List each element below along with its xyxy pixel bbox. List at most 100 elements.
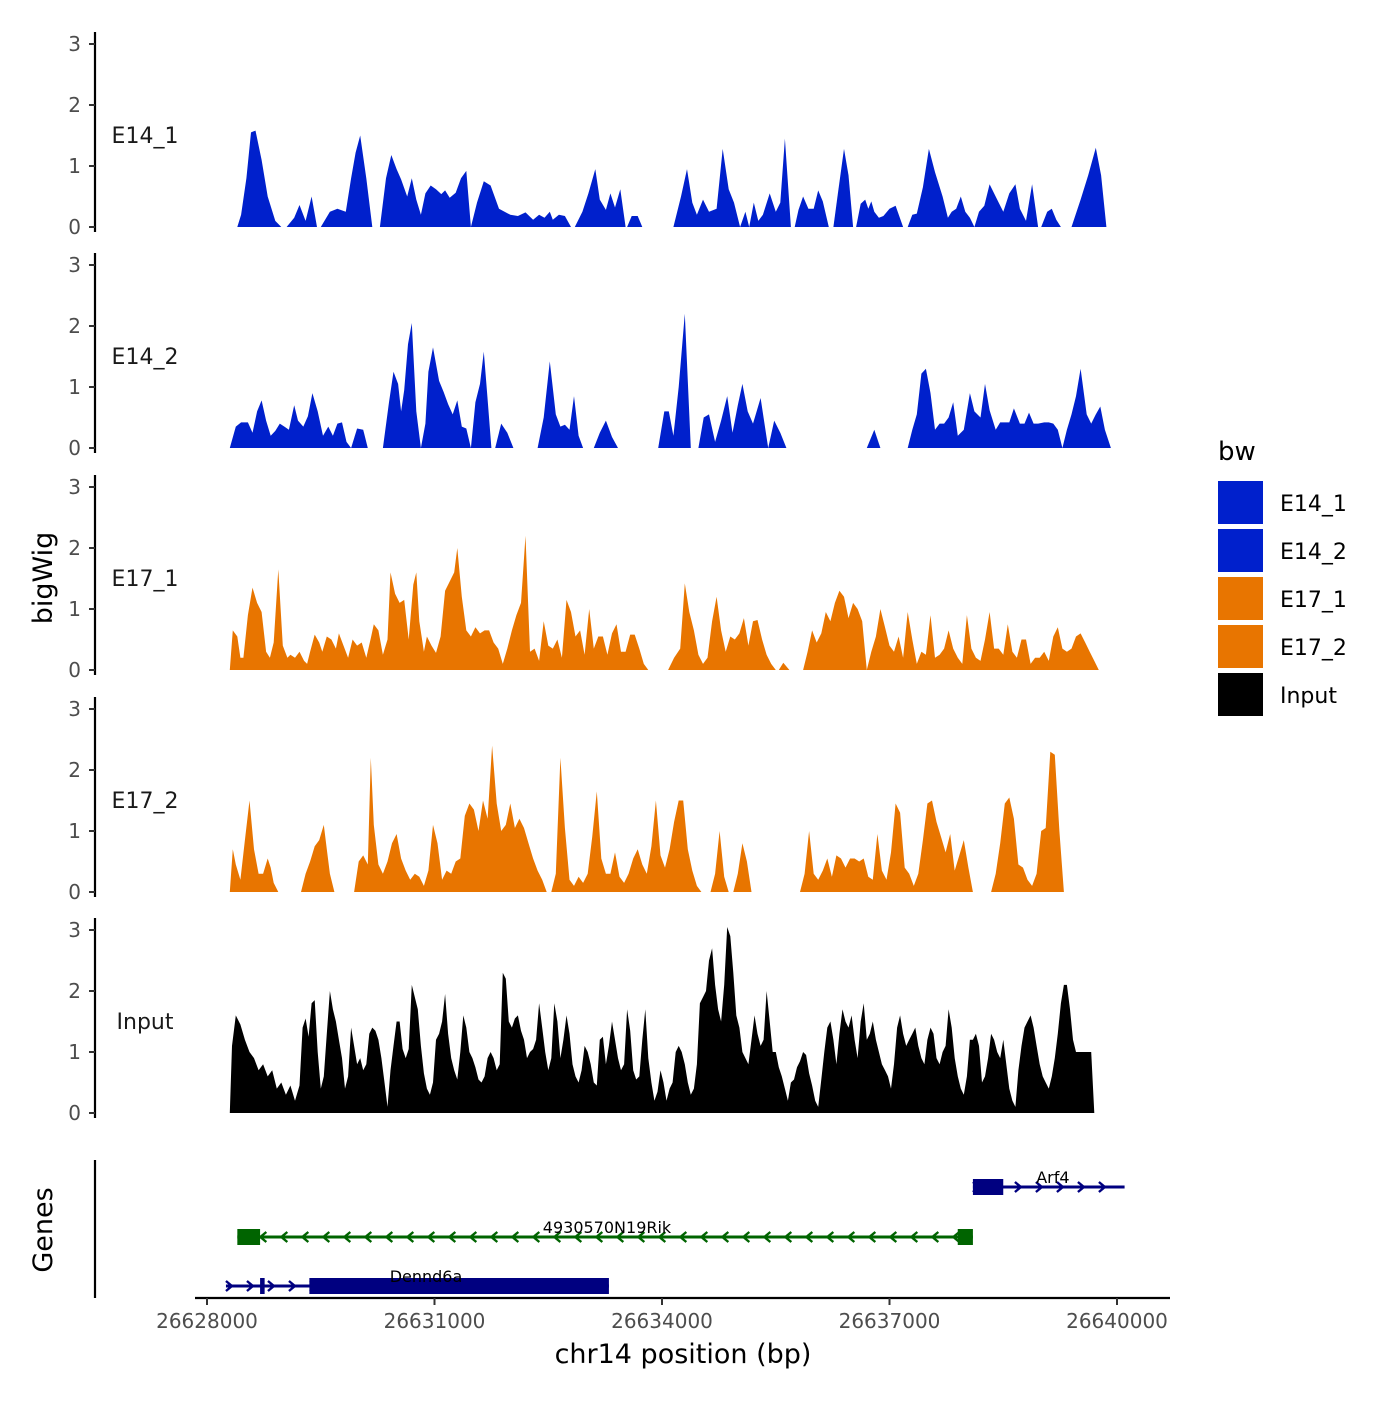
y-tick-label: 3 (68, 475, 81, 499)
coverage-area-E14_1-10 (833, 148, 854, 227)
coverage-area-E17_2-0 (229, 800, 292, 892)
coverage-area-E17_1-3 (803, 590, 1111, 670)
genes-axis-title: Genes (28, 1187, 59, 1272)
strand-chevron (447, 1231, 457, 1243)
legend-label: E14_1 (1280, 492, 1347, 517)
y-tick-label: 0 (68, 880, 81, 904)
strand-chevron (657, 1231, 667, 1243)
legend-item-Input: Input (1218, 673, 1337, 716)
coverage-area-E14_2-8 (768, 420, 787, 448)
legend-item-E14_1: E14_1 (1218, 481, 1347, 524)
exon (260, 1278, 265, 1294)
strand-chevron (225, 1280, 234, 1292)
y-tick-label: 3 (68, 32, 81, 56)
y-tick-label: 1 (68, 375, 81, 399)
strand-chevron (531, 1231, 541, 1243)
track-E14_1: 0 1 2 3 E14_1 (68, 32, 1107, 239)
track-E14_2: 0 1 2 3 E14_2 (68, 253, 1111, 460)
strand-chevron (951, 1231, 961, 1243)
y-tick-label: 0 (68, 1101, 81, 1125)
gene-track: Arf4 4930570N19Rik Dennd6a (93, 1160, 1125, 1298)
coverage-area-E14_2-1 (351, 428, 368, 448)
strand-chevron (930, 1231, 940, 1243)
strand-chevron (288, 1280, 297, 1292)
strand-chevron (867, 1231, 877, 1243)
y-tick-label: 2 (68, 758, 81, 782)
strand-chevron (573, 1231, 583, 1243)
coverage-area-E14_1-1 (286, 196, 317, 227)
y-tick-label: 2 (68, 979, 81, 1003)
coverage-area-E14_2-0 (229, 393, 352, 448)
strand-chevron (888, 1231, 898, 1243)
gene-4930570N19Rik: 4930570N19Rik (237, 1218, 973, 1245)
tracks: 0 1 2 3 E14_1 0 1 2 3 E14_2 0 1 2 3 E17_1 0 1 2 3 E17_2 0 1 2 3… (68, 32, 1111, 1125)
x-tick-label: 26637000 (839, 1309, 941, 1333)
strand-chevron (636, 1231, 646, 1243)
legend-label: Input (1280, 684, 1337, 709)
coverage-area-E14_1-12 (907, 148, 975, 227)
coverage-area-Input-0 (229, 927, 1095, 1113)
coverage-area-E14_1-14 (1041, 208, 1061, 227)
coverage-area-E17_2-1 (301, 824, 335, 892)
coverage-area-E17_1-1 (668, 583, 776, 670)
strand-chevron (909, 1231, 919, 1243)
coverage-area-E14_2-6 (658, 313, 691, 448)
coverage-area-E14_1-11 (856, 199, 904, 227)
strand-chevron (804, 1231, 814, 1243)
strand-chevron (825, 1231, 835, 1243)
coverage-area-E14_1-5 (574, 169, 626, 227)
strand-chevron (720, 1231, 730, 1243)
strand-chevron (1098, 1181, 1107, 1193)
gene-label: 4930570N19Rik (543, 1218, 672, 1237)
strand-chevron (846, 1231, 856, 1243)
y-tick-label: 0 (68, 436, 81, 460)
coverage-area-E17_1-0 (229, 535, 663, 670)
x-tick-label: 26634000 (611, 1309, 713, 1333)
strand-chevron (615, 1231, 625, 1243)
strand-chevron (741, 1231, 751, 1243)
strand-chevron (267, 1280, 276, 1292)
strand-chevron (1056, 1181, 1065, 1193)
legend-title: bw (1218, 437, 1256, 467)
strand-chevron (246, 1280, 255, 1292)
y-tick-label: 1 (68, 819, 81, 843)
y-tick-label: 3 (68, 253, 81, 277)
x-tick-label: 26640000 (1066, 1309, 1168, 1333)
coverage-area-E14_1-0 (237, 130, 282, 227)
strand-chevron (321, 1231, 331, 1243)
exon (972, 1179, 1004, 1195)
strand-chevron (384, 1231, 394, 1243)
x-axis-title: chr14 position (bp) (555, 1339, 812, 1370)
strand-chevron (1014, 1181, 1023, 1193)
y-tick-label: 1 (68, 154, 81, 178)
strand-chevron (468, 1231, 478, 1243)
coverage-area-E14_1-8 (749, 138, 791, 227)
coverage-area-E14_2-2 (382, 323, 492, 448)
track-label: E14_2 (112, 345, 179, 370)
exon (237, 1229, 261, 1245)
y-tick-label: 0 (68, 215, 81, 239)
y-tick-label: 3 (68, 918, 81, 942)
legend-swatch (1218, 529, 1263, 572)
exon (309, 1278, 609, 1294)
strand-chevron (762, 1231, 772, 1243)
legend-item-E17_1: E17_1 (1218, 577, 1347, 620)
strand-chevron (1077, 1181, 1086, 1193)
legend-swatch (1218, 673, 1263, 716)
y-tick-label: 2 (68, 93, 81, 117)
coverage-area-E17_2-2 (354, 745, 775, 892)
gene-label: Dennd6a (390, 1267, 463, 1286)
strand-chevron (405, 1231, 415, 1243)
coverage-area-E14_1-2 (320, 135, 373, 227)
coverage-area-E14_1-4 (470, 181, 571, 227)
coverage-area-E14_2-3 (495, 423, 514, 448)
legend-swatch (1218, 481, 1263, 524)
strand-chevron (342, 1231, 352, 1243)
y-tick-label: 0 (68, 658, 81, 682)
coverage-area-E14_2-10 (907, 368, 1111, 448)
track-Input: 0 1 2 3 Input (68, 918, 1095, 1125)
strand-chevron (258, 1231, 268, 1243)
x-axis: 26628000 26631000 26634000 26637000 26640000 (156, 1296, 1170, 1333)
